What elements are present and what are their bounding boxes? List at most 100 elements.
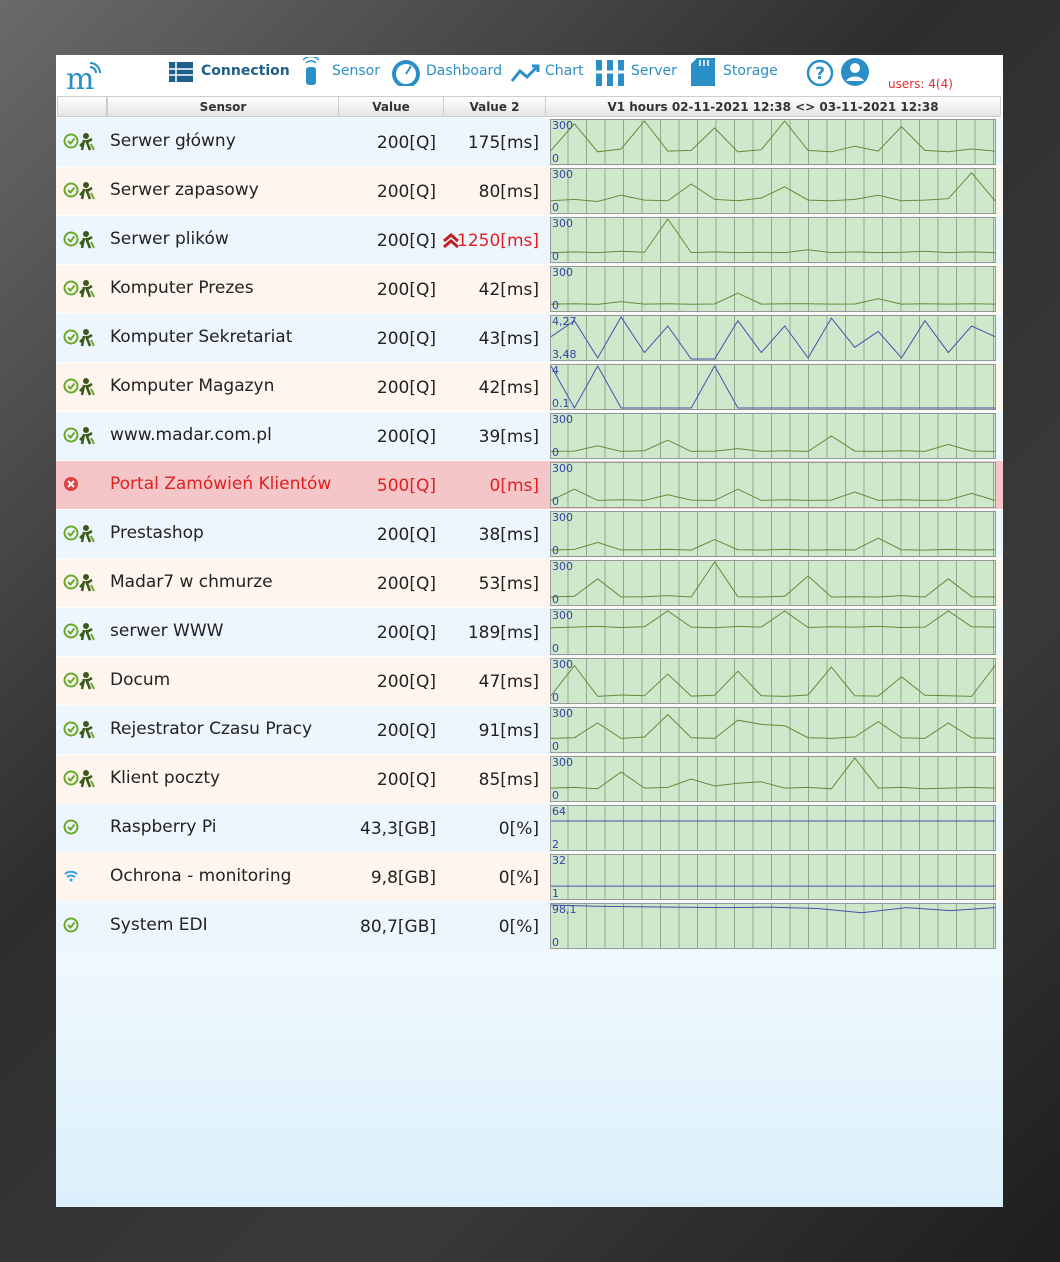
value: 200[Q] xyxy=(376,182,436,202)
sensor-icon xyxy=(303,57,319,85)
status-icon xyxy=(63,819,79,835)
sensor-name: www.madar.com.pl xyxy=(110,425,272,445)
trace xyxy=(550,904,996,914)
table-row: Komputer Magazyn 200[Q] 42[ms] 4 0.1 xyxy=(56,363,1003,411)
table-row: Klient poczty 200[Q] 85[ms] 300 0 xyxy=(56,755,1003,803)
value: 200[Q] xyxy=(376,525,436,545)
value: 200[Q] xyxy=(376,623,436,643)
scale-label: 0 xyxy=(552,642,559,655)
chart-bg xyxy=(550,756,996,802)
sensor-name: Klient poczty xyxy=(110,768,221,788)
table-row: Serwer plików 200[Q] 1250[ms] 300 0 xyxy=(56,216,1003,264)
sensor-name: Madar7 w chmurze xyxy=(110,572,273,592)
status-icon xyxy=(63,133,95,151)
storage-icon xyxy=(691,58,715,86)
scale-label: 0 xyxy=(552,593,559,606)
header-cell xyxy=(57,96,107,117)
sparkline: 300 0 xyxy=(550,756,996,802)
value: 200[Q] xyxy=(376,329,436,349)
sensor-name: Prestashop xyxy=(110,523,204,543)
value2: 0[%] xyxy=(498,917,539,937)
status-icon xyxy=(63,574,95,592)
nav-connection[interactable]: Connection xyxy=(201,63,290,79)
sparkline: 98,10 xyxy=(550,903,996,949)
sensor-name: Serwer zapasowy xyxy=(110,180,259,200)
status-icon xyxy=(63,623,95,641)
sensor-name: Rejestrator Czasu Pracy xyxy=(110,719,313,739)
value2: 39[ms] xyxy=(478,427,539,447)
sensor-name: Serwer plików xyxy=(110,229,229,249)
chart-bg xyxy=(550,805,996,851)
chart-bg xyxy=(550,903,996,949)
status-icon xyxy=(63,721,95,739)
trace xyxy=(550,713,996,739)
sparkline: 300 0 xyxy=(550,462,996,508)
scale-label: 300 xyxy=(552,168,573,181)
value2: 1250[ms] xyxy=(457,231,539,251)
status-icon xyxy=(63,231,95,249)
sensor-name: serwer WWW xyxy=(110,621,224,641)
status-icon xyxy=(64,870,78,882)
scale-label: 0 xyxy=(552,691,559,704)
table-row: Prestashop 200[Q] 38[ms] 300 0 xyxy=(56,510,1003,558)
scale-label: 4,27 xyxy=(552,315,577,328)
nav-dashboard[interactable]: Dashboard xyxy=(426,63,502,79)
scale-label: 98,1 xyxy=(552,903,577,916)
scale-label: 0 xyxy=(552,152,559,165)
sparkline: 300 0 xyxy=(550,119,996,165)
nav-storage[interactable]: Storage xyxy=(723,63,778,79)
value2: 91[ms] xyxy=(478,721,539,741)
sparkline: 300 0 xyxy=(550,609,996,655)
scale-label: 0 xyxy=(552,740,559,753)
nav-server[interactable]: Server xyxy=(631,63,677,79)
scale-label: 32 xyxy=(552,854,566,867)
status-icon xyxy=(63,525,95,543)
scale-label: 3,48 xyxy=(552,348,577,361)
chart-bg xyxy=(550,413,996,459)
scale-label: 300 xyxy=(552,756,573,769)
table-row: Docum 200[Q] 47[ms] 300 0 xyxy=(56,657,1003,705)
trace xyxy=(550,435,996,452)
server-icon xyxy=(594,60,626,86)
value: 200[Q] xyxy=(376,770,436,790)
scale-label: 300 xyxy=(552,217,573,230)
value2: 0[ms] xyxy=(489,476,540,496)
scale-label: 0 xyxy=(552,201,559,214)
scale-label: 2 xyxy=(552,838,559,851)
trace xyxy=(550,172,996,203)
status-icon xyxy=(63,917,79,933)
table-row: Ochrona - monitoring 9,8[GB] 0[%] 32 1 xyxy=(56,853,1003,901)
sensor-name: System EDI xyxy=(110,915,208,935)
scale-label: 0.1 xyxy=(552,397,570,410)
nav-sensor[interactable]: Sensor xyxy=(332,63,380,79)
chart-bg xyxy=(550,707,996,753)
trace xyxy=(550,316,996,360)
chart-bg xyxy=(550,364,996,410)
svg-text:m: m xyxy=(66,62,94,91)
chart-bg xyxy=(550,217,996,263)
sensor-name: Komputer Prezes xyxy=(110,278,254,298)
sparkline: 300 0 xyxy=(550,511,996,557)
scale-label: 0 xyxy=(552,299,559,312)
scale-label: 64 xyxy=(552,805,566,818)
status-icon xyxy=(64,477,78,491)
value: 200[Q] xyxy=(376,672,436,692)
sparkline: 40.1 xyxy=(550,364,996,410)
table-row: Madar7 w chmurze 200[Q] 53[ms] 300 0 xyxy=(56,559,1003,607)
chart-bg xyxy=(550,168,996,214)
value: 200[Q] xyxy=(376,574,436,594)
value: 200[Q] xyxy=(376,721,436,741)
sparkline: 4,27 3,48 xyxy=(550,315,996,361)
table-row: serwer WWW 200[Q] 189[ms] 300 0 xyxy=(56,608,1003,656)
help-user-icons[interactable]: ? xyxy=(805,58,871,88)
value: 200[Q] xyxy=(376,133,436,153)
trace xyxy=(550,610,996,629)
sparkline: 32 1 xyxy=(550,854,996,900)
table-row: Rejestrator Czasu Pracy 200[Q] 91[ms] 300 0 xyxy=(56,706,1003,754)
nav-chart[interactable]: Chart xyxy=(545,63,584,79)
table-row: www.madar.com.pl 200[Q] 39[ms] 300 0 xyxy=(56,412,1003,460)
chart-bg xyxy=(550,315,996,361)
sensor-name: Docum xyxy=(110,670,171,690)
table-row: Komputer Prezes 200[Q] 42[ms] 300 0 xyxy=(56,265,1003,313)
